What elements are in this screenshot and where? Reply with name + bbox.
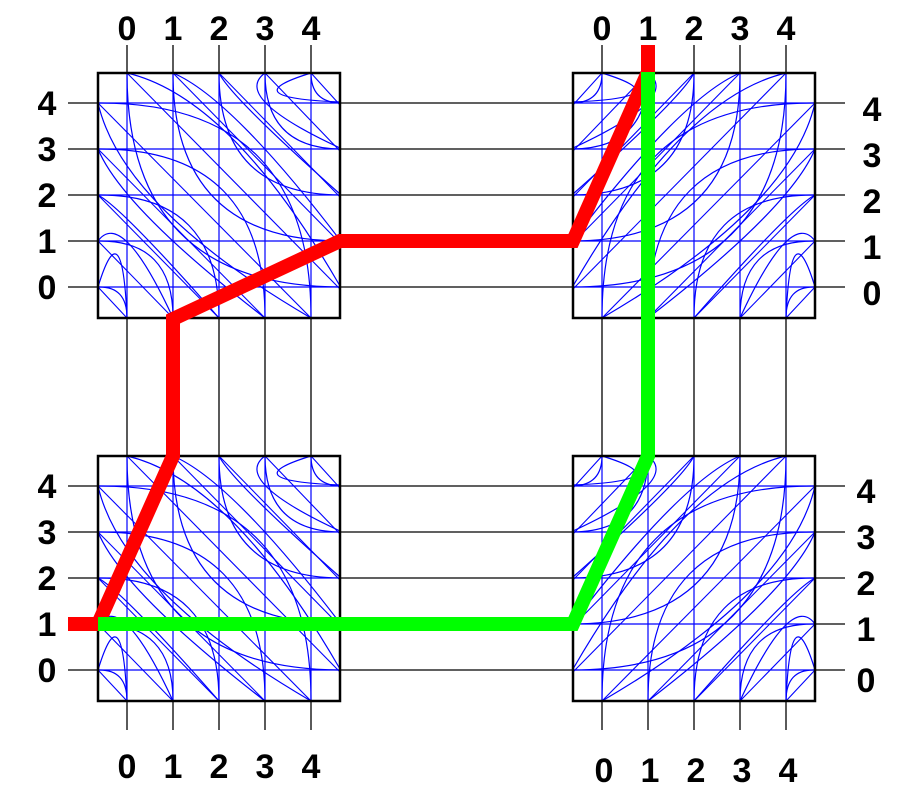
- tr-top-label-0: 0: [593, 10, 612, 48]
- tl-top-label-1: 1: [164, 10, 183, 48]
- bl-bottom-label-1: 1: [164, 748, 183, 786]
- bl-bottom-label-4: 4: [302, 748, 321, 786]
- br-right-label-0: 0: [857, 662, 876, 700]
- tl-top-label-2: 2: [210, 10, 229, 48]
- tr-right-label-4: 4: [863, 91, 882, 129]
- tr-top-label-1: 1: [639, 10, 658, 48]
- bl-left-label-0: 0: [38, 652, 57, 690]
- tr-right-label-2: 2: [863, 183, 882, 221]
- br-right-label-3: 3: [857, 519, 876, 557]
- red-route: [68, 45, 655, 631]
- tr-right-label-3: 3: [863, 137, 882, 175]
- br-right-label-4: 4: [857, 473, 876, 511]
- tl-left-label-0: 0: [38, 269, 57, 307]
- tr-right-label-0: 0: [863, 275, 882, 313]
- tl-left-label-4: 4: [38, 85, 57, 123]
- tr-top-label-3: 3: [731, 10, 750, 48]
- br-bottom-label-4: 4: [779, 752, 798, 790]
- tl-left-label-3: 3: [38, 131, 57, 169]
- bl-left-label-4: 4: [38, 468, 57, 506]
- bl-left-label-2: 2: [38, 560, 57, 598]
- bl-left-label-1: 1: [38, 606, 57, 644]
- tl-left-label-1: 1: [38, 223, 57, 261]
- switch-box-top-left: [96, 71, 342, 320]
- br-bottom-label-2: 2: [687, 752, 706, 790]
- br-right-label-1: 1: [857, 611, 876, 649]
- switch-box-bottom-left: [96, 454, 342, 703]
- bl-left-label-3: 3: [38, 514, 57, 552]
- bl-bottom-label-3: 3: [256, 748, 275, 786]
- br-bottom-label-1: 1: [641, 752, 660, 790]
- bl-bottom-label-0: 0: [118, 748, 137, 786]
- switch-boxes: [96, 71, 817, 703]
- bl-bottom-label-2: 2: [210, 748, 229, 786]
- tl-top-label-0: 0: [118, 10, 137, 48]
- tr-top-label-2: 2: [685, 10, 704, 48]
- green-route: [98, 72, 655, 631]
- port-labels: 0 1 2 3 4 4 3 2 1 0 0 1 2 3 4 4 3 2 1 0 …: [38, 10, 882, 790]
- tl-left-label-2: 2: [38, 177, 57, 215]
- br-bottom-label-0: 0: [595, 752, 614, 790]
- tr-right-label-1: 1: [863, 229, 882, 267]
- br-bottom-label-3: 3: [733, 752, 752, 790]
- br-right-label-2: 2: [857, 565, 876, 603]
- tl-top-label-3: 3: [256, 10, 275, 48]
- tl-top-label-4: 4: [302, 10, 321, 48]
- tr-top-label-4: 4: [777, 10, 796, 48]
- switch-box-bottom-right: [571, 454, 817, 703]
- routes: [68, 45, 655, 631]
- switch-box-top-right: [571, 71, 817, 320]
